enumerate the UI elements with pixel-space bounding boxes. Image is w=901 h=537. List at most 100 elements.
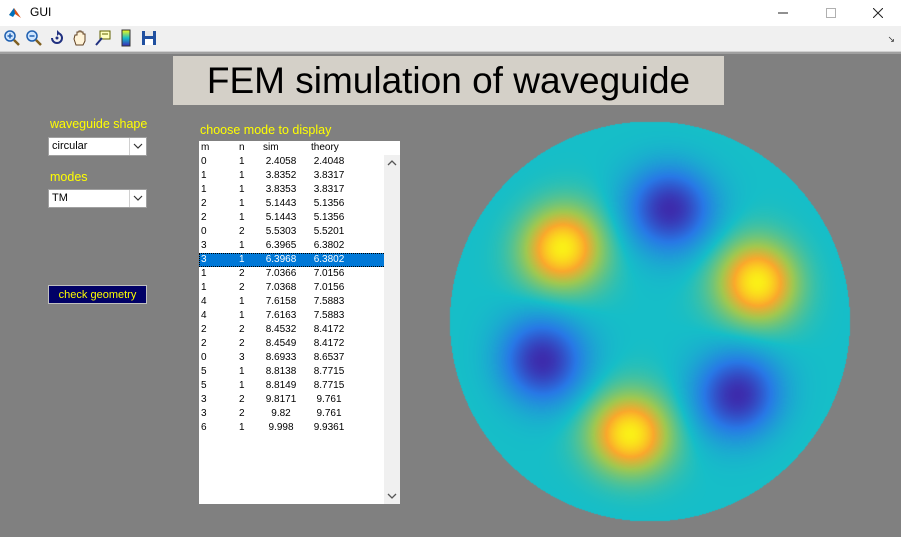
- cell-n: 1: [239, 156, 245, 167]
- cell-m: 3: [201, 408, 207, 419]
- cell-m: 3: [201, 254, 207, 265]
- modes-value: TM: [52, 192, 68, 204]
- cell-m: 6: [201, 422, 207, 433]
- list-item[interactable]: 3 1 6.3968 6.3802: [199, 253, 400, 267]
- cell-theory: 5.1356: [313, 212, 345, 223]
- list-scrollbar[interactable]: [384, 155, 400, 504]
- list-item[interactable]: 0 2 5.5303 5.5201: [199, 225, 400, 239]
- list-item[interactable]: 2 1 5.1443 5.1356: [199, 197, 400, 211]
- minimize-icon: [778, 12, 788, 14]
- cell-m: 0: [201, 352, 207, 363]
- cell-sim: 2.4058: [265, 156, 297, 167]
- cell-sim: 5.1443: [265, 212, 297, 223]
- list-item[interactable]: 2 1 5.1443 5.1356: [199, 211, 400, 225]
- scroll-down-icon[interactable]: [387, 492, 397, 500]
- cell-theory: 8.4172: [313, 324, 345, 335]
- list-header: m n sim theory: [199, 141, 400, 155]
- list-item[interactable]: 3 2 9.82 9.761: [199, 407, 400, 421]
- cell-sim: 3.8352: [265, 170, 297, 181]
- save-icon[interactable]: [140, 29, 158, 47]
- cell-n: 2: [239, 268, 245, 279]
- minimize-button[interactable]: [760, 0, 806, 26]
- zoom-in-icon[interactable]: [3, 29, 21, 47]
- list-item[interactable]: 5 1 8.8149 8.7715: [199, 379, 400, 393]
- window-title: GUI: [30, 5, 52, 19]
- cell-sim: 3.8353: [265, 184, 297, 195]
- close-button[interactable]: [855, 0, 901, 26]
- list-item[interactable]: 1 1 3.8352 3.8317: [199, 169, 400, 183]
- cell-m: 1: [201, 184, 207, 195]
- cell-n: 2: [239, 408, 245, 419]
- list-item[interactable]: 4 1 7.6163 7.5883: [199, 309, 400, 323]
- cell-n: 2: [239, 324, 245, 335]
- cell-sim: 5.5303: [265, 226, 297, 237]
- cell-theory: 7.0156: [313, 268, 345, 279]
- list-item[interactable]: 4 1 7.6158 7.5883: [199, 295, 400, 309]
- cell-sim: 9.8171: [265, 394, 297, 405]
- list-item[interactable]: 2 2 8.4549 8.4172: [199, 337, 400, 351]
- cell-theory: 7.5883: [313, 310, 345, 321]
- cell-sim: 9.998: [268, 422, 294, 433]
- cell-m: 1: [201, 268, 207, 279]
- list-item[interactable]: 1 2 7.0366 7.0156: [199, 267, 400, 281]
- mode-listbox[interactable]: m n sim theory 0 1 2.4058 2.4048 1 1 3.8352 3.8…: [199, 141, 400, 504]
- cell-n: 1: [239, 184, 245, 195]
- cell-n: 2: [239, 282, 245, 293]
- cell-theory: 5.5201: [313, 226, 345, 237]
- matlab-icon: [9, 8, 21, 18]
- cell-n: 1: [239, 212, 245, 223]
- cell-theory: 9.761: [316, 408, 342, 419]
- cell-n: 1: [239, 366, 245, 377]
- list-item[interactable]: 3 2 9.8171 9.761: [199, 393, 400, 407]
- cell-sim: 8.4549: [265, 338, 297, 349]
- cell-m: 2: [201, 324, 207, 335]
- figure-toolbar: ↘: [0, 26, 901, 52]
- cell-theory: 9.9361: [313, 422, 345, 433]
- rotate-icon[interactable]: [48, 29, 66, 47]
- cell-m: 2: [201, 212, 207, 223]
- cell-sim: 9.82: [271, 408, 291, 419]
- cell-theory: 6.3802: [313, 254, 345, 265]
- cell-theory: 3.8317: [313, 184, 345, 195]
- list-item[interactable]: 0 1 2.4058 2.4048: [199, 155, 400, 169]
- check-geometry-button[interactable]: check geometry: [48, 285, 147, 304]
- cell-m: 0: [201, 156, 207, 167]
- cell-n: 2: [239, 226, 245, 237]
- list-item[interactable]: 2 2 8.4532 8.4172: [199, 323, 400, 337]
- list-item[interactable]: 0 3 8.6933 8.6537: [199, 351, 400, 365]
- cell-theory: 7.5883: [313, 296, 345, 307]
- data-cursor-icon[interactable]: [94, 29, 112, 47]
- cell-m: 5: [201, 366, 207, 377]
- cell-theory: 2.4048: [313, 156, 345, 167]
- cell-theory: 6.3802: [313, 240, 345, 251]
- maximize-button[interactable]: [808, 0, 854, 26]
- mode-list-label: choose mode to display: [200, 123, 332, 137]
- list-item[interactable]: 1 2 7.0368 7.0156: [199, 281, 400, 295]
- cell-n: 1: [239, 170, 245, 181]
- chevron-down-icon: [133, 195, 143, 201]
- pan-icon[interactable]: [71, 29, 89, 47]
- mode-rows: 0 1 2.4058 2.4048 1 1 3.8352 3.8317 1 1 3.8353 3.83…: [199, 155, 400, 435]
- chevron-down-icon: [133, 143, 143, 149]
- cell-m: 3: [201, 394, 207, 405]
- cell-m: 4: [201, 310, 207, 321]
- cell-theory: 8.7715: [313, 366, 345, 377]
- list-item[interactable]: 5 1 8.8138 8.7715: [199, 365, 400, 379]
- scroll-up-icon[interactable]: [387, 159, 397, 167]
- waveguide-shape-dropdown[interactable]: circular: [48, 137, 147, 156]
- list-item[interactable]: 1 1 3.8353 3.8317: [199, 183, 400, 197]
- list-item[interactable]: 3 1 6.3965 6.3802: [199, 239, 400, 253]
- cell-n: 1: [239, 422, 245, 433]
- cell-theory: 8.4172: [313, 338, 345, 349]
- page-title: FEM simulation of waveguide: [173, 56, 724, 105]
- cell-sim: 6.3965: [265, 240, 297, 251]
- maximize-icon: [826, 8, 836, 18]
- colorbar-icon[interactable]: [117, 29, 135, 47]
- modes-dropdown[interactable]: TM: [48, 189, 147, 208]
- cell-sim: 7.6163: [265, 310, 297, 321]
- list-item[interactable]: 6 1 9.998 9.9361: [199, 421, 400, 435]
- cell-theory: 7.0156: [313, 282, 345, 293]
- header-sim: sim: [263, 142, 279, 153]
- toolbar-overflow-icon[interactable]: ↘: [887, 34, 895, 44]
- zoom-out-icon[interactable]: [25, 29, 43, 47]
